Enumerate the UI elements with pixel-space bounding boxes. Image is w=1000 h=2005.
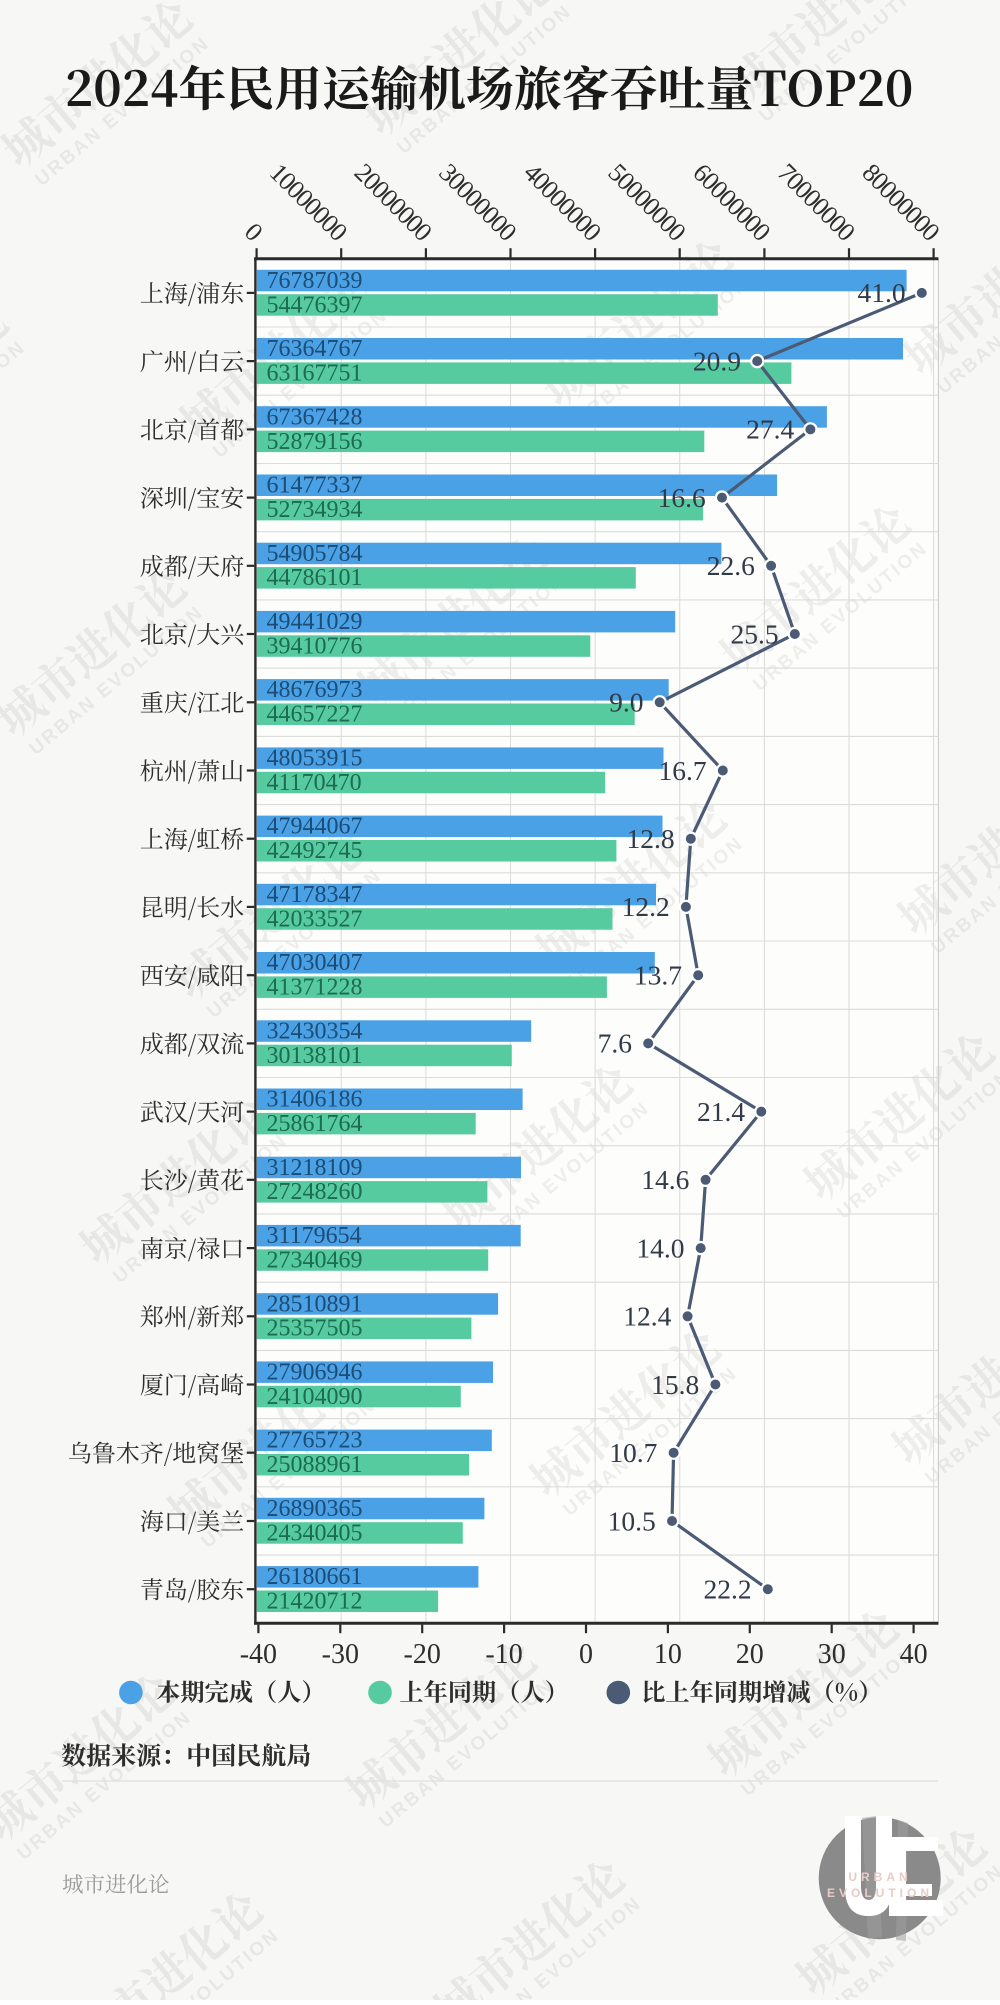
svg-text:39410776: 39410776 (267, 633, 363, 659)
svg-text:10.5: 10.5 (608, 1505, 656, 1536)
svg-text:30138101: 30138101 (267, 1043, 363, 1069)
svg-text:47030407: 47030407 (267, 950, 363, 976)
svg-text:48053915: 48053915 (267, 746, 363, 772)
svg-text:14.0: 14.0 (636, 1232, 684, 1263)
svg-text:27765723: 27765723 (267, 1428, 363, 1454)
svg-text:-20: -20 (404, 1639, 441, 1670)
svg-text:EVOLUTION: EVOLUTION (827, 1886, 933, 1900)
svg-text:31179654: 31179654 (267, 1223, 362, 1249)
svg-text:40: 40 (900, 1639, 928, 1670)
svg-text:20.9: 20.9 (693, 345, 741, 376)
svg-text:42492745: 42492745 (267, 838, 363, 864)
svg-text:31406186: 31406186 (267, 1087, 363, 1113)
svg-text:10.7: 10.7 (609, 1437, 657, 1468)
svg-text:16.6: 16.6 (658, 482, 706, 513)
svg-text:41371228: 41371228 (267, 975, 363, 1001)
svg-text:47944067: 47944067 (267, 814, 363, 840)
svg-text:27906946: 27906946 (267, 1360, 363, 1386)
svg-text:52734934: 52734934 (267, 497, 363, 523)
svg-text:47178347: 47178347 (267, 882, 363, 908)
svg-text:26180661: 26180661 (267, 1564, 363, 1590)
svg-text:52879156: 52879156 (267, 429, 363, 455)
svg-text:16.7: 16.7 (658, 755, 706, 786)
svg-text:12.2: 12.2 (622, 891, 670, 922)
svg-text:URBAN: URBAN (848, 1870, 911, 1884)
svg-text:0: 0 (579, 1639, 593, 1670)
svg-text:27.4: 27.4 (746, 414, 794, 445)
svg-text:21420712: 21420712 (267, 1589, 363, 1615)
svg-text:12.4: 12.4 (623, 1301, 671, 1332)
svg-text:24340405: 24340405 (267, 1520, 363, 1546)
svg-text:-10: -10 (485, 1639, 522, 1670)
svg-text:26890365: 26890365 (267, 1496, 363, 1522)
svg-text:27340469: 27340469 (267, 1247, 363, 1273)
svg-text:44657227: 44657227 (267, 702, 363, 728)
svg-text:27248260: 27248260 (267, 1179, 363, 1205)
svg-text:76364767: 76364767 (267, 336, 363, 362)
svg-text:54476397: 54476397 (267, 292, 363, 318)
svg-text:25088961: 25088961 (267, 1452, 363, 1478)
svg-text:41170470: 41170470 (267, 770, 362, 796)
svg-text:25.5: 25.5 (730, 618, 778, 649)
svg-text:32430354: 32430354 (267, 1018, 363, 1044)
svg-text:44786101: 44786101 (267, 565, 363, 591)
svg-text:9.0: 9.0 (609, 687, 643, 718)
svg-text:25861764: 25861764 (267, 1111, 363, 1137)
svg-text:42033527: 42033527 (267, 906, 363, 932)
svg-text:24104090: 24104090 (267, 1384, 363, 1410)
svg-text:22.2: 22.2 (703, 1574, 751, 1605)
svg-text:20: 20 (736, 1639, 764, 1670)
svg-text:41.0: 41.0 (857, 277, 905, 308)
svg-text:22.6: 22.6 (707, 550, 755, 581)
svg-text:54905784: 54905784 (267, 541, 363, 567)
svg-text:31218109: 31218109 (267, 1155, 363, 1181)
svg-text:61477337: 61477337 (267, 473, 363, 499)
svg-text:25357505: 25357505 (267, 1316, 363, 1342)
svg-text:7.6: 7.6 (598, 1028, 632, 1059)
svg-text:10: 10 (654, 1639, 682, 1670)
svg-text:15.8: 15.8 (651, 1369, 699, 1400)
svg-text:21.4: 21.4 (697, 1096, 745, 1127)
svg-text:12.8: 12.8 (626, 823, 674, 854)
svg-text:67367428: 67367428 (267, 404, 363, 430)
svg-text:-40: -40 (240, 1639, 277, 1670)
svg-text:63167751: 63167751 (267, 361, 363, 387)
svg-text:30: 30 (818, 1639, 846, 1670)
svg-text:13.7: 13.7 (634, 960, 682, 991)
svg-text:49441029: 49441029 (267, 609, 363, 635)
svg-text:28510891: 28510891 (267, 1291, 363, 1317)
svg-text:48676973: 48676973 (267, 677, 363, 703)
svg-text:-30: -30 (322, 1639, 359, 1670)
svg-text:14.6: 14.6 (641, 1164, 689, 1195)
svg-text:76787039: 76787039 (267, 268, 363, 294)
